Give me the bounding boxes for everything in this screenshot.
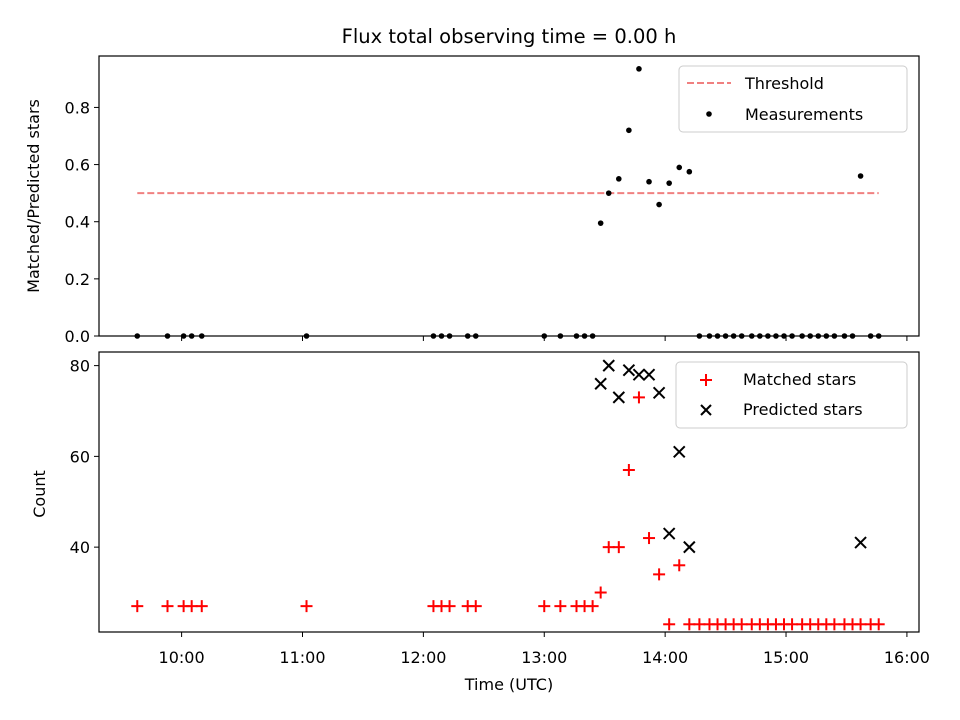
bottom-panel: 40 60 80 10:00 11:00 12:00 13:00 14:00 15:00 16:…	[30, 351, 930, 694]
top-y-tick-label: 0.6	[65, 156, 90, 175]
measurement-point	[676, 164, 683, 171]
chart-title: Flux total observing time = 0.00 h	[342, 25, 677, 48]
top-panel: 0.00.20.40.60.8 Matched/Predicted stars …	[24, 55, 920, 346]
x-tick-label: 10:00	[159, 648, 205, 667]
matched-star-point	[612, 541, 625, 554]
top-y-axis-ticks: 0.0 0.2 0.4 0.6 0.8	[65, 98, 99, 346]
bottom-y-tick-label: 80	[70, 357, 90, 376]
legend-matched-label: Matched stars	[743, 370, 856, 389]
x-axis-label: Time (UTC)	[464, 675, 553, 694]
matched-star-point	[622, 463, 635, 476]
x-tick-label: 12:00	[400, 648, 446, 667]
x-tick-label: 15:00	[763, 648, 809, 667]
measurement-point	[605, 190, 612, 196]
bottom-y-tick-label: 60	[70, 447, 90, 466]
top-legend: Threshold Measurements	[678, 65, 908, 133]
top-legend-box	[678, 65, 908, 133]
matched-star-point	[554, 600, 567, 613]
bottom-plot-frame	[98, 351, 920, 633]
predicted-stars-series	[594, 359, 867, 554]
measurement-point	[646, 178, 652, 185]
predicted-star-point	[854, 536, 867, 549]
predicted-star-point	[662, 527, 676, 540]
measurement-point	[597, 220, 604, 226]
bottom-y-axis-ticks: 40 60 80	[70, 357, 99, 557]
top-x-axis-ticks	[181, 336, 908, 341]
top-y-tick-label: 0.4	[65, 213, 90, 232]
predicted-star-point	[632, 368, 646, 381]
matched-star-point	[673, 559, 686, 572]
measurement-point	[656, 201, 662, 208]
matched-star-point	[131, 600, 144, 613]
predicted-star-point	[612, 391, 626, 404]
matched-star-point	[586, 600, 599, 613]
matched-star-point	[786, 618, 799, 631]
legend-measurements-label: Measurements	[745, 105, 863, 124]
matched-star-point	[185, 600, 198, 613]
bottom-legend-box	[675, 361, 908, 429]
matched-star-point	[632, 391, 645, 404]
measurement-point	[636, 66, 642, 72]
x-tick-label: 16:00	[884, 648, 930, 667]
matched-star-point	[735, 618, 748, 631]
matched-star-point	[469, 600, 482, 613]
matched-star-point	[161, 600, 174, 613]
measurement-point	[626, 127, 632, 134]
matched-stars-series	[131, 391, 885, 631]
x-tick-label: 13:00	[521, 648, 567, 667]
top-y-tick-label: 0.2	[65, 270, 90, 289]
matched-star-point	[872, 618, 885, 631]
matched-star-point	[594, 586, 607, 599]
matched-star-point	[602, 541, 615, 554]
measurement-point	[666, 180, 672, 186]
top-y-axis-label: Matched/Predicted stars	[24, 99, 43, 293]
predicted-star-point	[642, 368, 656, 381]
predicted-star-point	[673, 445, 686, 459]
matched-star-point	[683, 618, 696, 631]
measurement-point	[686, 168, 693, 175]
predicted-star-point	[683, 540, 696, 554]
measurement-point	[616, 176, 622, 182]
legend-measurements-swatch	[706, 111, 712, 117]
legend-predicted-label: Predicted stars	[743, 400, 863, 419]
matched-star-point	[300, 600, 313, 613]
predicted-star-point	[652, 386, 666, 400]
top-y-tick-label: 0.0	[65, 327, 90, 346]
predicted-star-point	[622, 363, 636, 377]
bottom-y-tick-label: 40	[70, 538, 90, 557]
top-y-tick-label: 0.8	[65, 98, 90, 117]
bottom-legend: Matched stars Predicted stars	[675, 361, 908, 429]
x-tick-label: 14:00	[642, 648, 688, 667]
legend-threshold-label: Threshold	[744, 74, 824, 93]
predicted-star-point	[602, 359, 615, 372]
predicted-star-point	[594, 377, 607, 390]
matched-star-point	[538, 600, 551, 613]
matched-star-point	[443, 600, 456, 613]
matched-star-point	[828, 618, 841, 631]
matched-star-point	[643, 532, 656, 545]
measurement-point	[857, 173, 864, 179]
matched-star-point	[854, 618, 867, 631]
matched-star-point	[195, 600, 208, 613]
legend-predicted-swatch	[700, 404, 712, 416]
bottom-x-axis-ticks: 10:00 11:00 12:00 13:00 14:00 15:00 16:00	[159, 632, 930, 667]
matched-star-point	[693, 618, 706, 631]
legend-matched-swatch	[700, 374, 712, 386]
x-tick-label: 11:00	[279, 648, 325, 667]
matched-star-point	[653, 568, 666, 581]
bottom-y-axis-label: Count	[30, 470, 49, 518]
top-plot-frame	[98, 55, 920, 337]
matched-star-point	[663, 618, 676, 631]
